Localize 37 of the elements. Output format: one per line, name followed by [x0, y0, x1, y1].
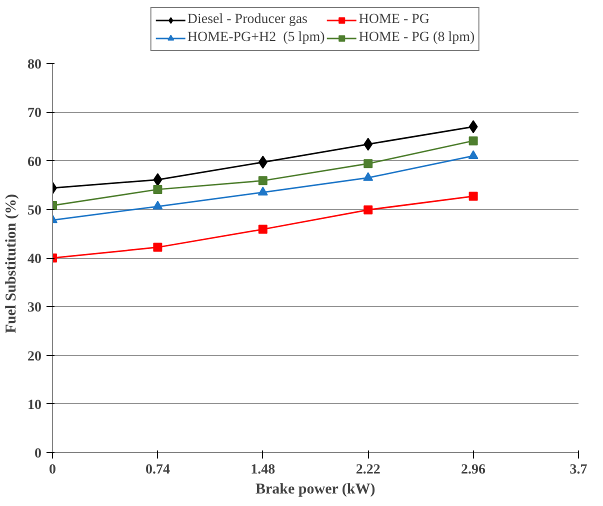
- y-axis-title: Fuel Substitution (%): [4, 194, 20, 334]
- point: [364, 205, 373, 214]
- y-tick-label: 30: [28, 300, 42, 316]
- point: [363, 172, 374, 181]
- legend-label: HOME - PG: [358, 12, 430, 28]
- x-tick-label: 0: [49, 462, 56, 478]
- x-tick-label: 2.96: [461, 462, 486, 478]
- y-tick-label: 20: [28, 349, 42, 364]
- y-tick-label: 50: [28, 203, 42, 218]
- point: [258, 156, 268, 169]
- y-tick-label: 40: [28, 252, 42, 267]
- point: [258, 186, 268, 196]
- x-tick-label: 2.22: [356, 462, 380, 478]
- legend-label: HOME - PG (8 lpm): [358, 30, 475, 46]
- legend-label: Diesel - Producer gas: [187, 12, 308, 28]
- point: [153, 242, 162, 252]
- point: [364, 159, 373, 168]
- x-tick-label: 1.48: [250, 462, 276, 478]
- point: [468, 192, 478, 201]
- point: [152, 200, 163, 210]
- x-tick-label: 0.74: [145, 462, 170, 478]
- y-tick-label: 80: [28, 58, 42, 72]
- y-tick-label: 0: [34, 446, 42, 462]
- y-tick-label: 60: [28, 154, 42, 170]
- legend-label: HOME-PG+H2 (5 lpm): [187, 30, 325, 46]
- point: [153, 184, 162, 194]
- point: [468, 150, 478, 159]
- y-tick-label: 10: [28, 398, 42, 413]
- point: [364, 138, 373, 151]
- point: [153, 173, 162, 186]
- point: [468, 136, 478, 146]
- point: [258, 176, 268, 186]
- y-tick-label: 70: [28, 106, 42, 122]
- point: [468, 120, 478, 134]
- x-tick-label: 3.7: [570, 462, 588, 478]
- x-axis-title: Brake power (kW): [256, 482, 376, 498]
- point: [258, 224, 268, 234]
